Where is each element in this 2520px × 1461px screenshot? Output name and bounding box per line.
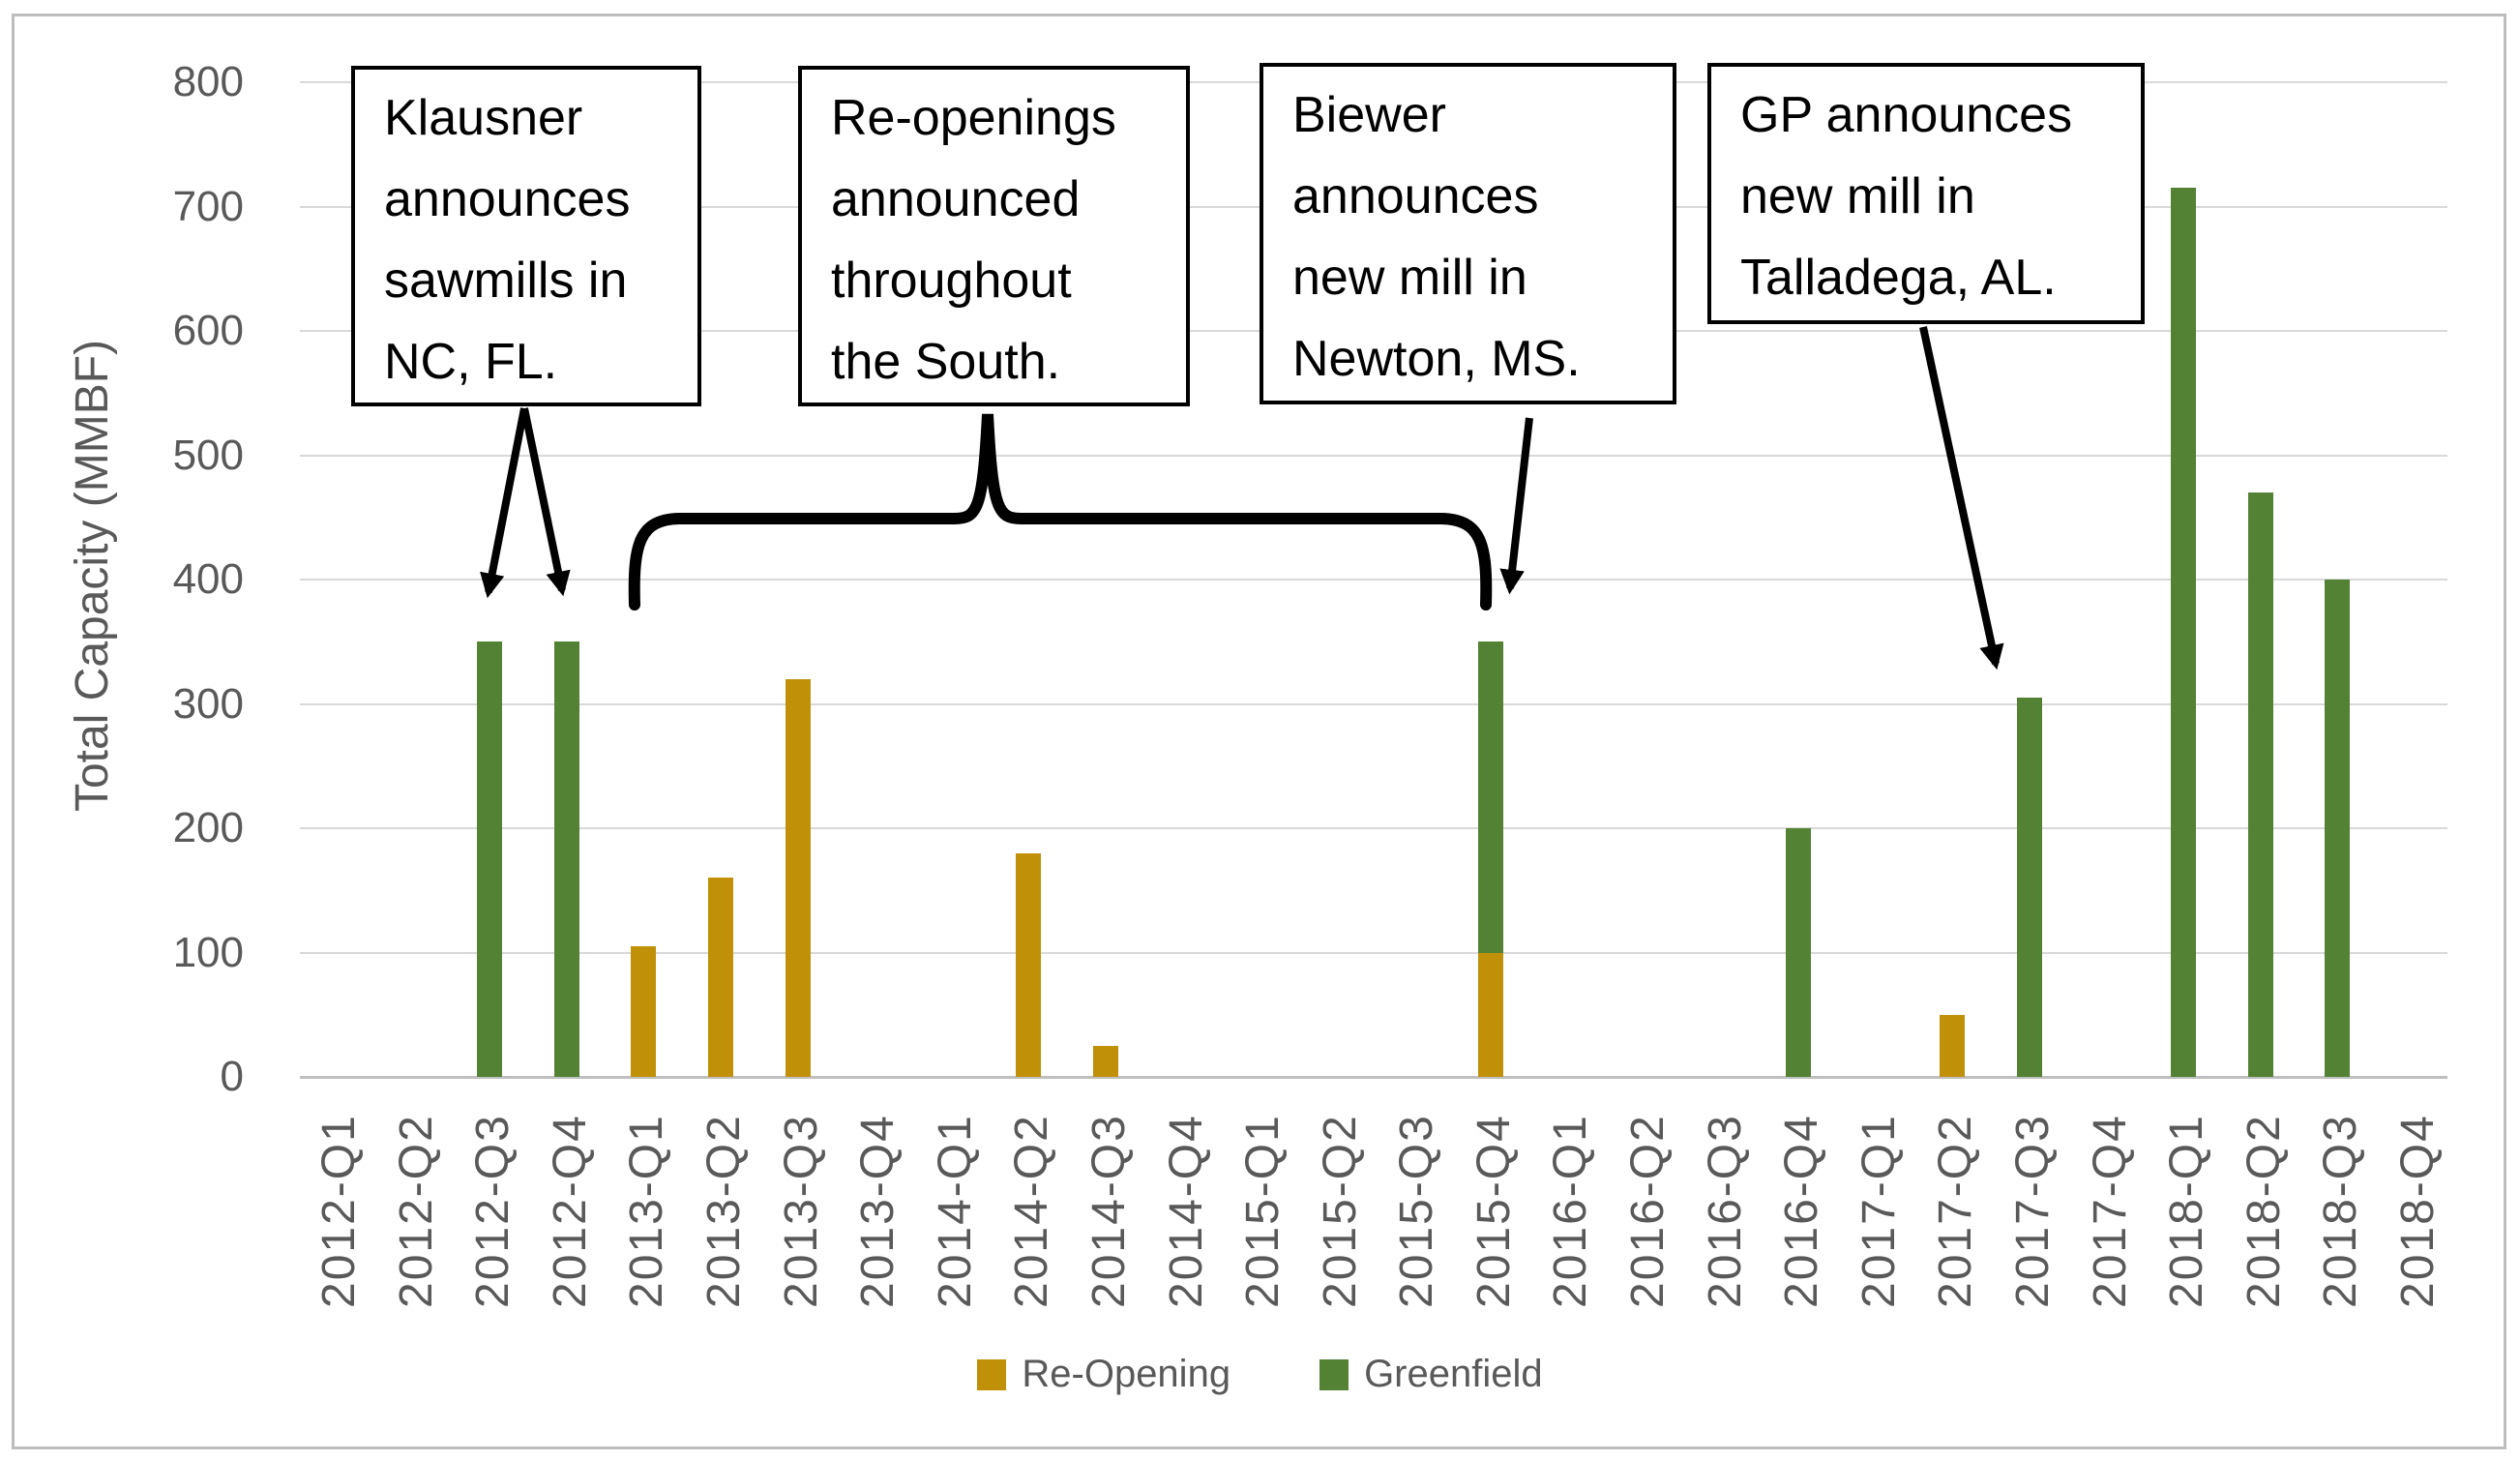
x-tick-2012-Q4: 2012-Q4 <box>544 1114 596 1308</box>
annotation-box-gp: GP announces new mill in Talladega, AL. <box>1707 63 2145 324</box>
y-tick-800: 800 <box>172 58 244 105</box>
gridline-200 <box>300 827 2447 829</box>
legend-label: Re-Opening <box>1022 1353 1231 1395</box>
x-tick-2017-Q2: 2017-Q2 <box>1930 1114 1982 1308</box>
legend-swatch-icon <box>977 1358 1007 1390</box>
annotation-box-klausner: Klausner announces sawmills in NC, FL. <box>351 66 701 406</box>
y-tick-500: 500 <box>172 431 244 479</box>
gridline-400 <box>300 579 2447 581</box>
x-tick-2017-Q4: 2017-Q4 <box>2084 1114 2136 1308</box>
y-tick-400: 400 <box>172 555 244 603</box>
x-tick-2015-Q3: 2015-Q3 <box>1391 1114 1443 1308</box>
chart-outer-border <box>12 14 2506 1449</box>
bar-2015-Q4-re-opening <box>1477 952 1503 1077</box>
x-tick-2015-Q1: 2015-Q1 <box>1237 1114 1290 1308</box>
x-tick-2013-Q1: 2013-Q1 <box>621 1114 673 1308</box>
x-tick-2018-Q2: 2018-Q2 <box>2238 1114 2290 1308</box>
x-tick-2018-Q4: 2018-Q4 <box>2392 1114 2444 1308</box>
y-tick-200: 200 <box>172 804 244 851</box>
bar-2018-Q1-greenfield <box>2171 188 2197 1077</box>
annotation-line: NC, FL. <box>384 334 558 390</box>
x-tick-2012-Q2: 2012-Q2 <box>390 1114 442 1308</box>
gridline-0 <box>300 1076 2447 1079</box>
x-tick-2016-Q3: 2016-Q3 <box>1699 1114 1751 1308</box>
annotation-line: new mill in <box>1740 168 1975 224</box>
bar-2017-Q3-greenfield <box>2017 698 2043 1077</box>
x-tick-2013-Q3: 2013-Q3 <box>775 1114 827 1308</box>
y-tick-0: 0 <box>220 1053 244 1100</box>
x-tick-2014-Q3: 2014-Q3 <box>1082 1114 1135 1308</box>
annotation-line: Re-openings <box>831 90 1116 146</box>
x-tick-2015-Q4: 2015-Q4 <box>1468 1114 1520 1308</box>
y-tick-600: 600 <box>172 307 244 354</box>
legend-item-re-opening: Re-Opening <box>977 1353 1230 1396</box>
bar-2013-Q1-re-opening <box>631 946 657 1077</box>
annotation-line: Biewer <box>1292 87 1446 143</box>
x-tick-2012-Q1: 2012-Q1 <box>313 1114 365 1308</box>
gridline-300 <box>300 702 2447 705</box>
x-tick-2016-Q4: 2016-Q4 <box>1776 1114 1828 1308</box>
bar-2018-Q2-greenfield <box>2247 492 2273 1077</box>
legend-label: Greenfield <box>1364 1353 1543 1395</box>
x-tick-2014-Q1: 2014-Q1 <box>929 1114 981 1308</box>
x-tick-2018-Q3: 2018-Q3 <box>2315 1114 2367 1308</box>
x-tick-2012-Q3: 2012-Q3 <box>467 1114 519 1308</box>
x-tick-2013-Q2: 2013-Q2 <box>697 1114 750 1308</box>
annotation-line: sawmills in <box>384 253 628 309</box>
y-tick-700: 700 <box>172 182 244 230</box>
gridline-100 <box>300 951 2447 954</box>
bar-2017-Q2-re-opening <box>1940 1014 1966 1077</box>
annotation-line: announces <box>1292 168 1539 224</box>
bar-2015-Q4-greenfield <box>1477 641 1503 953</box>
x-tick-2016-Q2: 2016-Q2 <box>1622 1114 1675 1308</box>
bar-2013-Q3-re-opening <box>785 678 811 1077</box>
annotation-line: GP announces <box>1740 87 2073 143</box>
y-tick-100: 100 <box>172 928 244 976</box>
bar-2018-Q3-greenfield <box>2325 580 2351 1077</box>
bar-2012-Q4-greenfield <box>553 641 579 1077</box>
y-axis-title: Total Capacity (MMBF) <box>67 339 118 813</box>
x-tick-2017-Q3: 2017-Q3 <box>2007 1114 2060 1308</box>
x-tick-2013-Q4: 2013-Q4 <box>852 1114 904 1308</box>
x-tick-2018-Q1: 2018-Q1 <box>2161 1114 2213 1308</box>
bar-2016-Q4-greenfield <box>1786 828 1812 1077</box>
annotation-line: new mill in <box>1292 250 1527 306</box>
bar-2013-Q2-re-opening <box>707 878 733 1077</box>
annotation-line: Talladega, AL. <box>1740 250 2057 306</box>
x-tick-2015-Q2: 2015-Q2 <box>1314 1114 1366 1308</box>
annotation-line: Newton, MS. <box>1292 331 1581 387</box>
annotation-line: announces <box>384 171 631 227</box>
x-tick-2014-Q4: 2014-Q4 <box>1160 1114 1212 1308</box>
bar-2012-Q3-greenfield <box>477 641 503 1077</box>
x-tick-2017-Q1: 2017-Q1 <box>1853 1114 1905 1308</box>
x-tick-2016-Q1: 2016-Q1 <box>1545 1114 1597 1308</box>
annotation-line: throughout <box>831 253 1072 309</box>
bar-2014-Q3-re-opening <box>1092 1045 1118 1077</box>
annotation-line: Klausner <box>384 90 583 146</box>
legend-swatch-icon <box>1319 1358 1349 1390</box>
annotation-box-biewer: Biewer announces new mill in Newton, MS. <box>1260 63 1676 404</box>
x-tick-2014-Q2: 2014-Q2 <box>1006 1114 1058 1308</box>
legend-item-greenfield: Greenfield <box>1319 1353 1543 1396</box>
chart-legend: Re-Opening Greenfield <box>0 1353 2520 1396</box>
y-tick-300: 300 <box>172 679 244 728</box>
gridline-500 <box>300 454 2447 457</box>
annotation-line: the South. <box>831 334 1061 390</box>
annotation-line: announced <box>831 171 1081 227</box>
bar-2014-Q2-re-opening <box>1016 852 1042 1077</box>
annotation-box-reopenings: Re-openings announced throughout the South. <box>798 66 1190 406</box>
